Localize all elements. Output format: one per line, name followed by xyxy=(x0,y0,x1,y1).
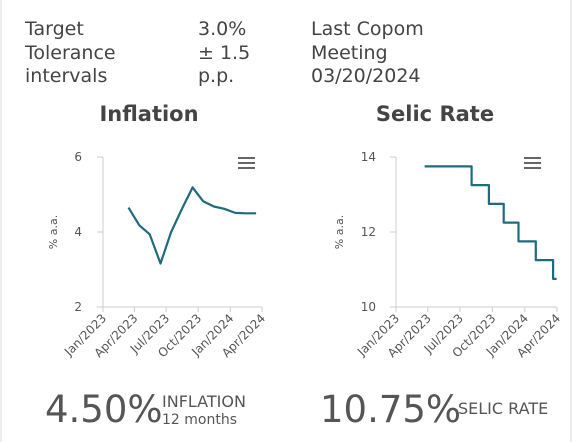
target-value-line-3: p.p. xyxy=(198,65,235,87)
hamburger-menu-icon[interactable] xyxy=(524,157,541,171)
copom-meeting: Last Copom Meeting 03/20/2024 xyxy=(311,18,424,89)
target-label-line-2: Tolerance xyxy=(25,41,116,64)
left-border xyxy=(0,0,2,442)
y-tick-label: 12 xyxy=(361,225,376,239)
y-axis-label: % a.a. xyxy=(333,215,346,249)
series-line[interactable] xyxy=(424,165,557,280)
selic-chart-title: Selic Rate xyxy=(375,102,495,126)
target-value-line-2: ± 1.5 xyxy=(198,41,251,64)
y-tick-label: 4 xyxy=(74,225,82,239)
y-tick-label: 14 xyxy=(361,150,376,164)
target-label: Target Tolerance intervals xyxy=(25,18,116,89)
copom-date: 03/20/2024 xyxy=(311,65,421,87)
target-value: 3.0% ± 1.5 p.p. xyxy=(198,18,250,89)
inflation-kpi-label: INFLATION xyxy=(162,392,246,411)
selic-kpi-label: SELIC RATE xyxy=(458,399,549,418)
target-label-line-1: Target xyxy=(25,18,84,40)
target-label-line-3: intervals xyxy=(25,65,108,87)
target-value-line-1: 3.0% xyxy=(198,18,247,40)
y-tick-label: 2 xyxy=(74,300,82,314)
y-tick-label: 10 xyxy=(361,300,376,314)
hamburger-menu-icon[interactable] xyxy=(238,157,255,171)
inflation-chart: 246% a.a.Jan/2023Apr/2023Jul/2023Oct/202… xyxy=(47,150,268,360)
copom-line-2: Meeting xyxy=(311,41,388,64)
y-axis-label: % a.a. xyxy=(47,215,60,249)
right-border xyxy=(570,0,572,442)
selic-kpi-value: 10.75% xyxy=(320,388,462,431)
inflation-chart-title: Inflation xyxy=(99,102,199,126)
copom-line-1: Last Copom xyxy=(311,18,424,40)
inflation-kpi-value: 4.50% xyxy=(45,388,163,431)
inflation-kpi-sublabel: 12 months xyxy=(162,412,237,428)
y-tick-label: 6 xyxy=(74,150,82,164)
series-line[interactable] xyxy=(127,186,257,265)
